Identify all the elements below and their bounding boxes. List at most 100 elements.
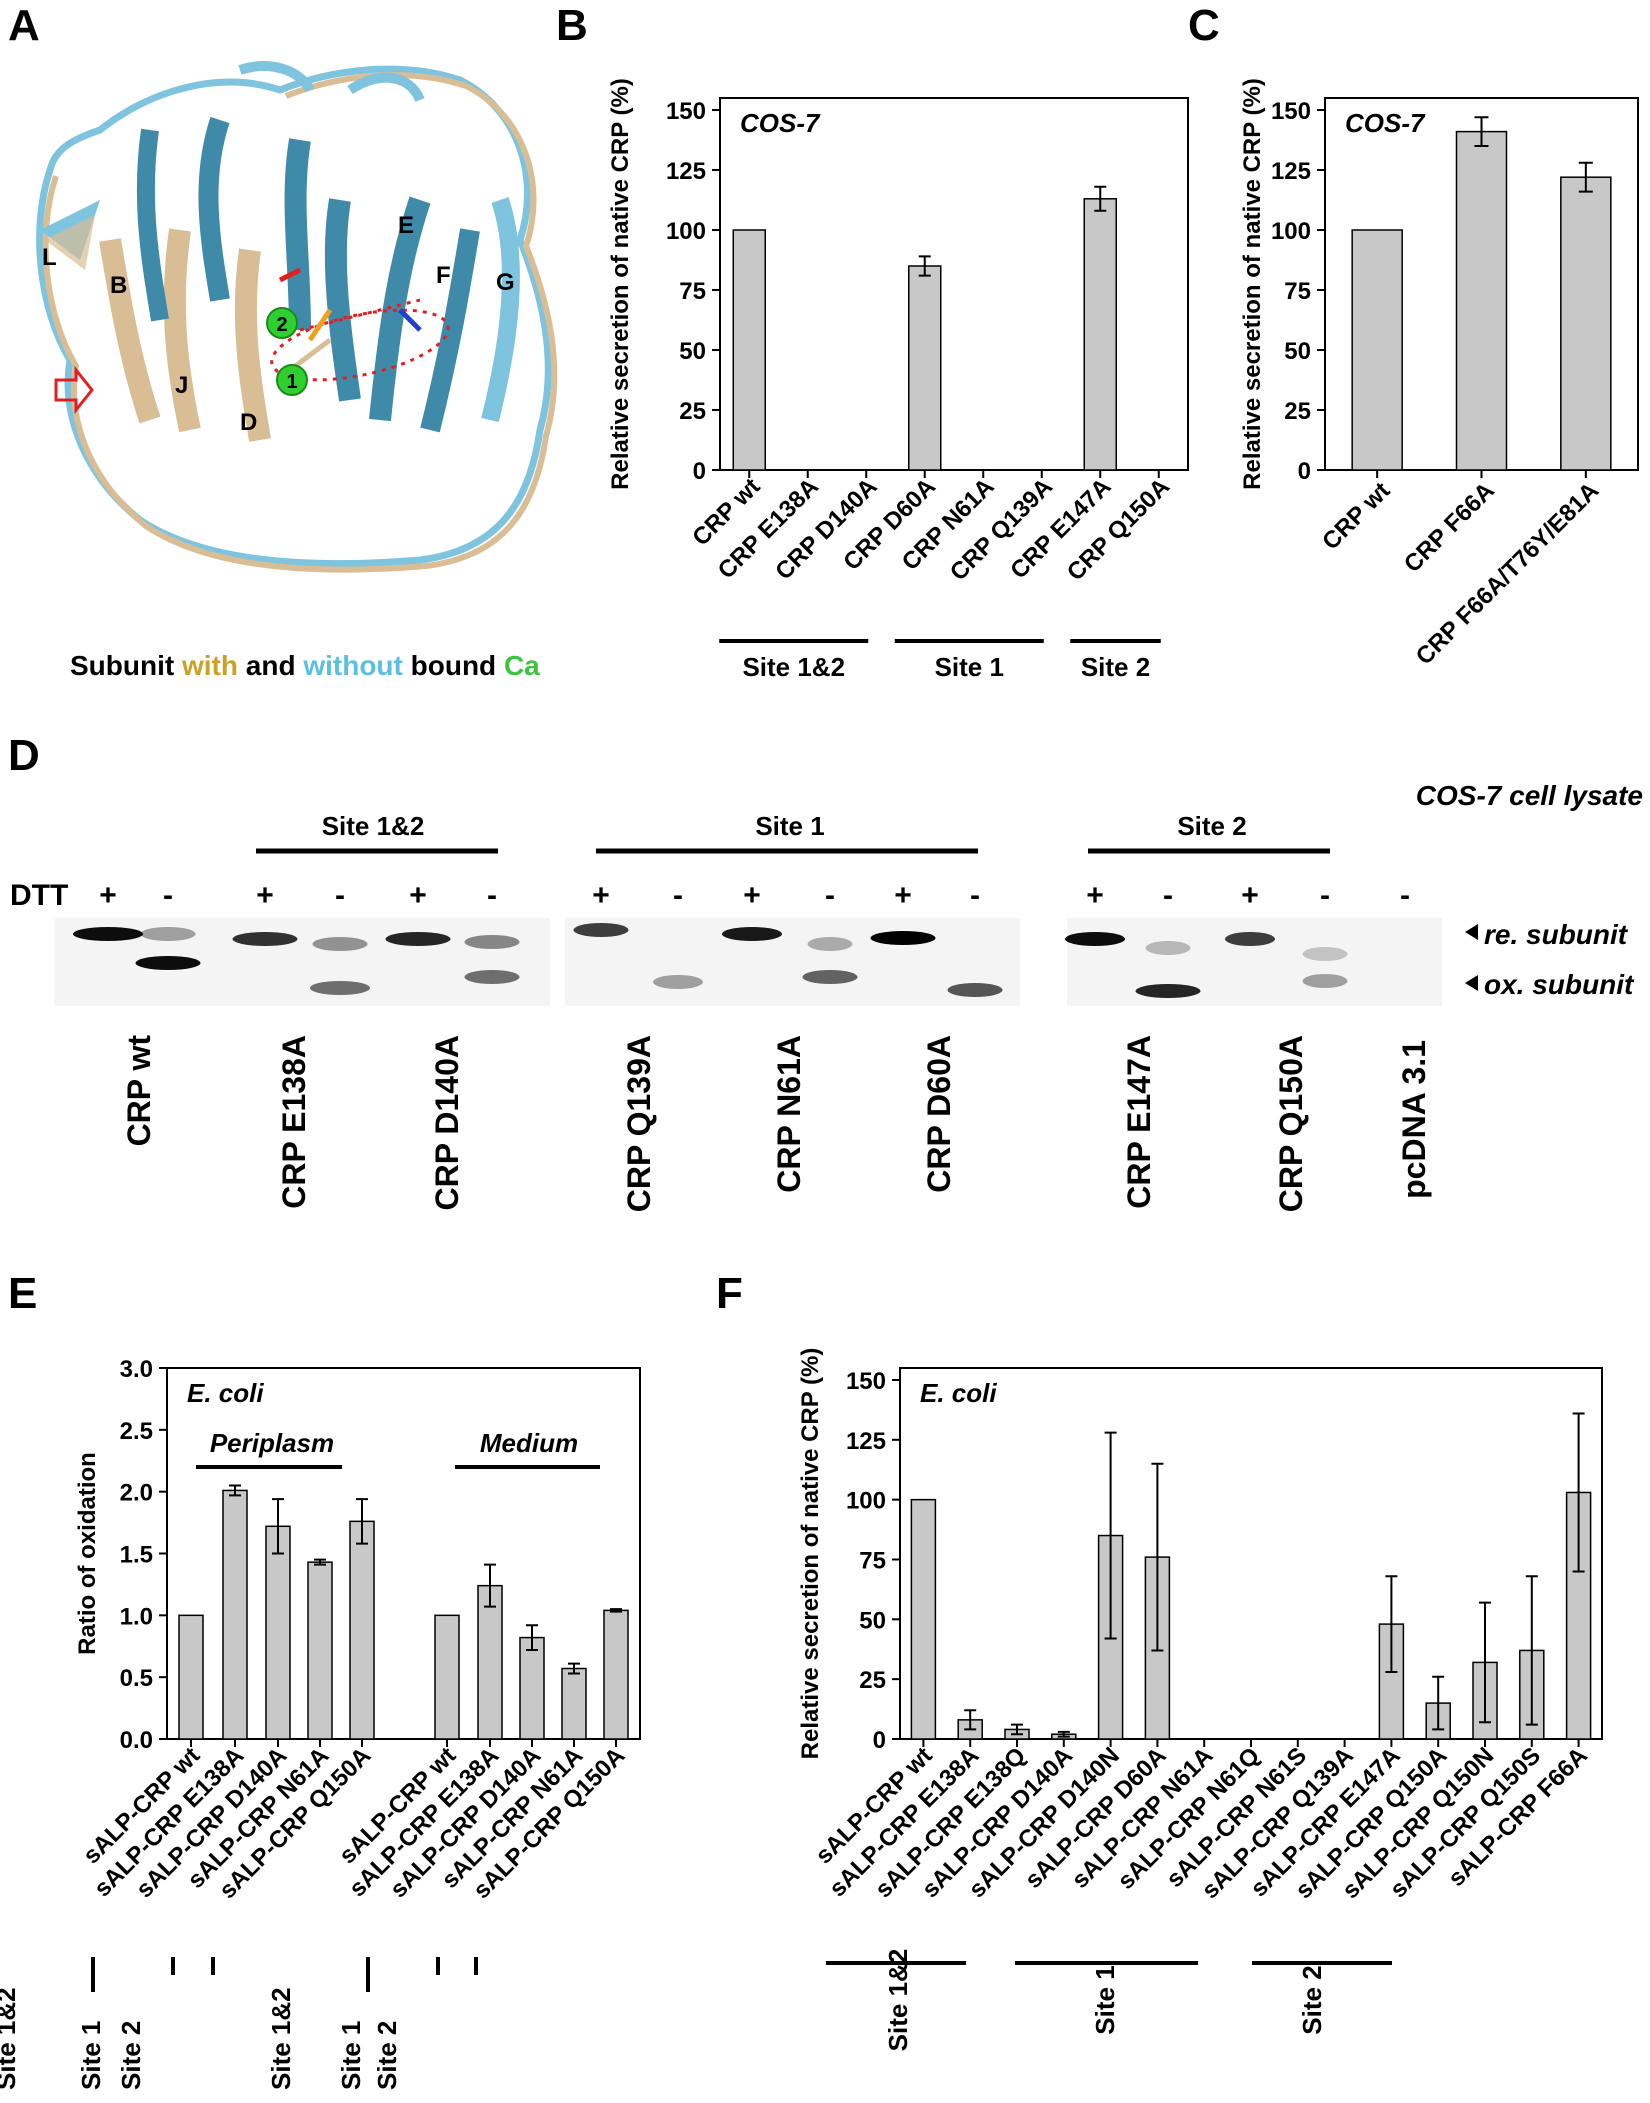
blot-band — [312, 937, 368, 951]
y-tick-label: 150 — [666, 98, 706, 125]
error-bar — [314, 1558, 326, 1566]
y-tick-label: 50 — [859, 1607, 886, 1634]
y-tick-label: 100 — [1271, 218, 1311, 245]
panel-b: B 0 25 50 75 100 125 150 Relative secretion of … — [556, 1, 1189, 682]
strand-label-b: B — [110, 272, 127, 299]
strand-label-e: E — [398, 212, 414, 239]
blot-band — [1302, 974, 1348, 988]
y-tick-label: 125 — [666, 158, 706, 185]
blot-band — [870, 931, 936, 945]
strand-labels: L B J D E F G — [42, 212, 515, 436]
blot-group-site-2: Site 2 — [1177, 811, 1246, 841]
panel-d: D COS-7 cell lysate Site 1&2 Site 1 Site… — [8, 731, 1643, 1212]
site-label: Site 1&2 — [0, 1987, 21, 2090]
dtt-sign: + — [1241, 879, 1259, 912]
error-bar — [1474, 116, 1489, 147]
group-label: Site 1 — [935, 652, 1004, 682]
y-tick-label: 50 — [679, 338, 706, 365]
strand-label-j: J — [175, 372, 188, 399]
error-bar — [272, 1498, 284, 1555]
group-label: Site 2 — [1297, 1965, 1327, 2034]
blot-image-2 — [565, 918, 1020, 1006]
strand-label-l: L — [42, 244, 57, 271]
panel-letter-e: E — [8, 1269, 37, 1318]
dtt-sign: - — [1400, 879, 1410, 912]
lane-labels: CRP wt CRP E138A CRP D140A CRP Q139A CRP N61… — [121, 1035, 1432, 1213]
panel-letter-a: A — [8, 1, 40, 50]
y-tick-label: 3.0 — [120, 1356, 153, 1383]
blot-band — [1065, 932, 1125, 946]
panel-letter-f: F — [716, 1269, 743, 1318]
bar — [1083, 198, 1117, 471]
blot-band — [310, 981, 370, 995]
blot-band — [802, 970, 858, 984]
site-label: Site 2 — [372, 2021, 402, 2090]
strand-label-g: G — [496, 269, 515, 296]
y-tick-label: 2.0 — [120, 1480, 153, 1507]
error-bar — [1104, 1431, 1117, 1640]
dtt-sign: - — [335, 879, 345, 912]
y-tick-label: 0 — [693, 458, 706, 485]
dtt-sign: + — [1086, 879, 1104, 912]
bar — [265, 1525, 291, 1740]
blot-band — [464, 935, 520, 949]
blot-band — [1225, 932, 1275, 946]
error-bar — [1572, 1412, 1585, 1573]
blot-band — [807, 937, 853, 951]
y-tick-label: 0.0 — [120, 1727, 153, 1754]
blot-band — [573, 923, 629, 937]
panel-f: F 0 25 50 75 100 125 150 Relative secretion of … — [716, 1269, 1603, 2052]
chart-b: 0 25 50 75 100 125 150 Relative secretion of na… — [607, 78, 1189, 682]
y-tick-label: 0 — [873, 1727, 886, 1754]
lane-label: CRP wt — [121, 1035, 157, 1147]
bar — [908, 265, 942, 471]
y-axis-label: Relative secretion of native CRP (%) — [1239, 78, 1266, 490]
dtt-sign: + — [256, 879, 274, 912]
group-label: Site 2 — [1081, 652, 1150, 682]
dtt-sign: + — [409, 879, 427, 912]
blot-group-site-1-2: Site 1&2 — [322, 811, 425, 841]
bar — [178, 1614, 204, 1740]
y-tick-label: 100 — [666, 218, 706, 245]
chart-e: 0.0 0.5 1.0 1.5 2.0 2.5 3.0 Ratio of oxidation E… — [0, 1356, 641, 2090]
y-tick-label: 1.5 — [120, 1542, 153, 1569]
ox-subunit-label: ox. subunit — [1484, 969, 1635, 1000]
panel-letter-c: C — [1188, 1, 1220, 50]
blot-band — [385, 932, 451, 946]
group-label: Periplasm — [210, 1428, 334, 1458]
error-bar — [568, 1662, 580, 1675]
bar — [222, 1489, 248, 1740]
y-tick-label: 75 — [679, 278, 706, 305]
panel-letter-b: B — [556, 1, 588, 50]
dtt-sign: + — [99, 879, 117, 912]
dtt-signs: + - + - + - + - + - + - + - + - - — [99, 879, 1410, 912]
group-label: Site 1&2 — [883, 1949, 913, 2052]
bar — [477, 1584, 503, 1740]
blot-band — [1135, 984, 1201, 998]
x-tick-label: CRP F66A — [1399, 477, 1500, 578]
error-bar — [1432, 1675, 1445, 1731]
bar — [732, 229, 766, 471]
chart-f: 0 25 50 75 100 125 150 Relative secretion of na… — [797, 1348, 1603, 2052]
error-bar — [1151, 1462, 1164, 1652]
y-tick-label: 25 — [679, 398, 706, 425]
y-tick-label: 0 — [1298, 458, 1311, 485]
ox-subunit-arrow — [1465, 975, 1478, 991]
y-tick-label: 125 — [1271, 158, 1311, 185]
dtt-sign: - — [825, 879, 835, 912]
error-bar — [356, 1498, 368, 1545]
y-tick-label: 125 — [846, 1428, 886, 1455]
dtt-sign: + — [894, 879, 912, 912]
chart-title: COS-7 — [1345, 108, 1426, 138]
y-tick-label: 25 — [1284, 398, 1311, 425]
bar — [910, 1498, 937, 1740]
blot-band — [73, 927, 143, 941]
lane-label: CRP Q150A — [1273, 1035, 1309, 1212]
error-bar — [1385, 1575, 1398, 1673]
bar — [434, 1614, 460, 1740]
dtt-sign: + — [592, 879, 610, 912]
y-tick-label: 50 — [1284, 338, 1311, 365]
site-1-label: 1 — [286, 371, 297, 393]
strand-label-f: F — [436, 262, 451, 289]
